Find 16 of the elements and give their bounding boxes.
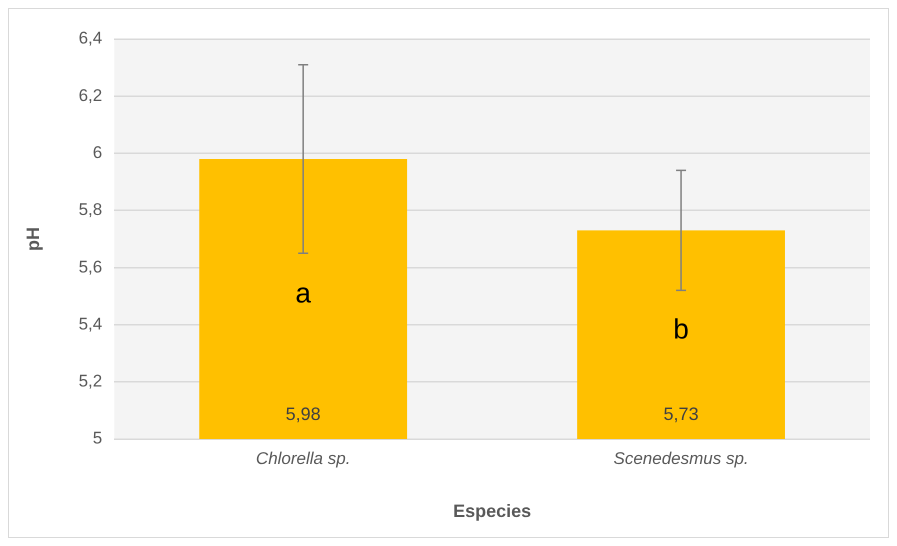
x-tick-label: Scenedesmus sp.	[613, 448, 749, 468]
y-tick-label: 6,4	[78, 28, 102, 48]
y-tick-label: 5,6	[78, 257, 102, 276]
y-tick-label: 6	[92, 142, 102, 162]
data-label: 5,73	[664, 404, 699, 424]
x-tick-label: Chlorella sp.	[256, 448, 350, 468]
data-label: 5,98	[286, 404, 321, 424]
y-tick-label: 5	[92, 428, 102, 448]
annotation: b	[673, 313, 689, 344]
y-tick-label: 5,2	[78, 372, 102, 391]
x-axis-title: Especies	[453, 501, 532, 522]
annotation: a	[295, 278, 312, 309]
y-tick-label: 5,4	[78, 314, 102, 334]
y-tick-label: 6,2	[78, 86, 102, 105]
y-axis-title: pH	[22, 227, 43, 251]
y-tick-label: 5,8	[78, 200, 102, 220]
